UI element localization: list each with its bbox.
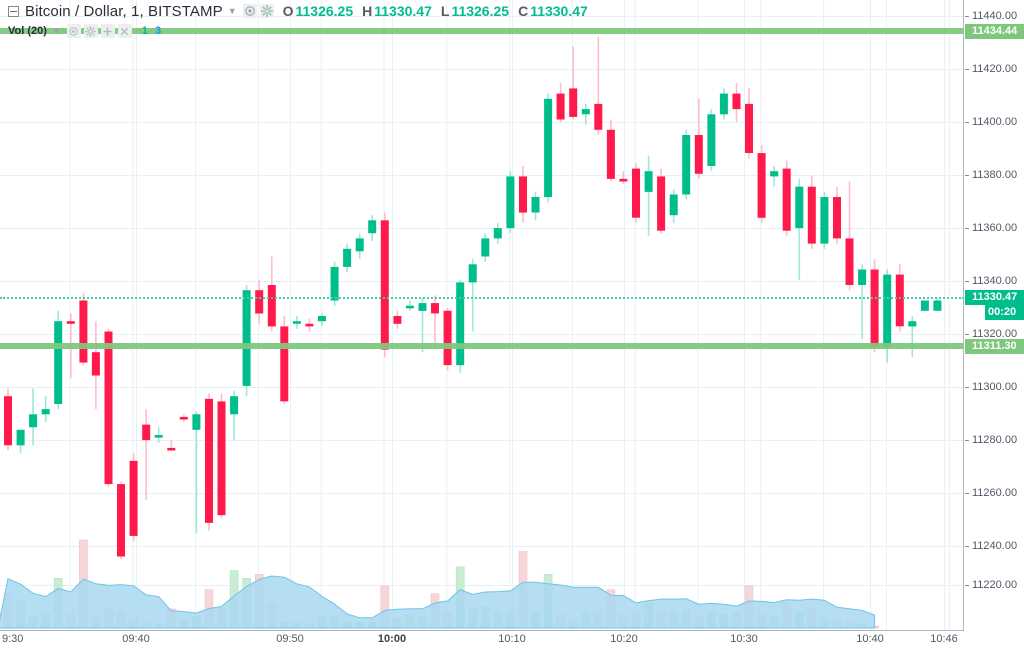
tick-dash [965, 227, 969, 229]
price-tick-label: 11240.00 [972, 540, 1018, 552]
tick-dash [965, 492, 969, 494]
candlestick-series[interactable] [0, 0, 964, 631]
tick-dash [965, 121, 969, 123]
time-tick: 10:46 [930, 633, 958, 645]
tick-dash [965, 386, 969, 388]
price-tick-label: 11300.00 [972, 381, 1018, 393]
tick-dash [965, 584, 969, 586]
price-overlay-lines [0, 28, 963, 349]
price-tick-label: 11360.00 [972, 222, 1018, 234]
resistance-line[interactable] [0, 28, 963, 34]
time-tick: 10:20 [610, 633, 638, 645]
price-tick-label: 11420.00 [972, 63, 1018, 75]
time-axis[interactable]: 9:30 09:40 09:50 10:00 10:10 10:20 10:30 10:40 1… [0, 632, 964, 649]
time-tick: 9:30 [2, 633, 24, 645]
countdown-badge[interactable]: 00:20 [985, 305, 1024, 320]
tick-dash [965, 68, 969, 70]
time-tick: 10:00 [377, 633, 407, 645]
volume-pane [0, 539, 879, 629]
price-tick-label: 11340.00 [972, 275, 1018, 287]
price-tick-label: 11280.00 [972, 434, 1018, 446]
tick-dash [965, 545, 969, 547]
price-tick-label: 11220.00 [972, 579, 1018, 591]
tick-dash [965, 333, 969, 335]
price-tick: 11260.00 [965, 486, 1017, 500]
price-tick: 11320.00 [965, 327, 1017, 341]
price-tick: 11340.00 [965, 274, 1017, 288]
price-tick-label: 11400.00 [972, 116, 1018, 128]
last-price-line [0, 297, 963, 299]
price-tick-label: 11380.00 [972, 169, 1018, 181]
time-tick: 09:40 [122, 633, 150, 645]
price-tick: 11360.00 [965, 221, 1017, 235]
price-tick: 11420.00 [965, 62, 1017, 76]
last-price-badge[interactable]: 11330.47 [965, 290, 1024, 305]
chart-plot-area[interactable] [0, 0, 964, 631]
time-tick: 10:30 [730, 633, 758, 645]
price-tick: 11380.00 [965, 168, 1017, 182]
time-tick: 10:10 [498, 633, 526, 645]
time-tick: 09:50 [276, 633, 304, 645]
time-tick: 10:40 [856, 633, 884, 645]
price-tick: 11300.00 [965, 380, 1017, 394]
tick-dash [965, 15, 969, 17]
price-tick-label: 11320.00 [972, 328, 1018, 340]
price-tick: 11280.00 [965, 433, 1017, 447]
support-price-badge[interactable]: 11311.30 [965, 339, 1024, 354]
price-tick: 11440.00 [965, 9, 1017, 23]
price-tick: 11400.00 [965, 115, 1017, 129]
price-tick: 11220.00 [965, 578, 1017, 592]
price-tick-label: 11440.00 [972, 10, 1018, 22]
tick-dash [965, 439, 969, 441]
price-tick: 11240.00 [965, 539, 1017, 553]
price-tick-label: 11260.00 [972, 487, 1018, 499]
tick-dash [965, 174, 969, 176]
tick-dash [965, 280, 969, 282]
price-axis[interactable]: 11440.00 11420.00 11400.00 11380.00 1136… [965, 0, 1024, 631]
resistance-price-badge[interactable]: 11434.44 [965, 24, 1024, 39]
support-line[interactable] [0, 343, 963, 349]
